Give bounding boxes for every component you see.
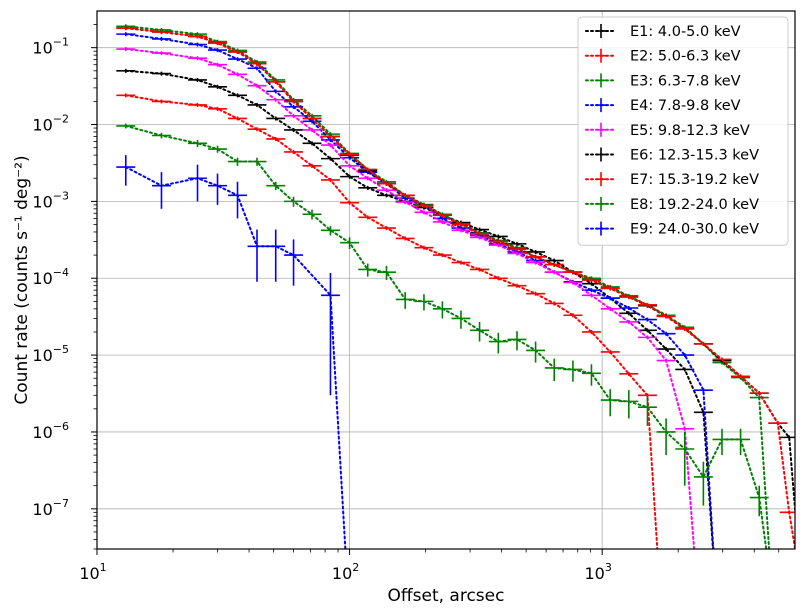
legend-label: E8: 19.2-24.0 keV: [630, 197, 759, 213]
x-tick-exponent: 2: [352, 561, 359, 574]
y-tick-exponent: −5: [53, 343, 69, 356]
y-tick-exponent: −4: [53, 266, 69, 279]
plot-frame: [96, 10, 796, 550]
legend-label: E1: 4.0-5.0 keV: [630, 24, 741, 40]
legend: E1: 4.0-5.0 keV E2: 5.0-6.3 keV E3: 6.3-7.…: [577, 16, 789, 246]
y-tick-exponent: −3: [53, 189, 69, 202]
series-line: [124, 124, 768, 549]
legend-label: E7: 15.3-19.2 keV: [630, 172, 759, 188]
series-5: [116, 47, 696, 549]
series-2: [116, 93, 659, 549]
series-line: [124, 166, 347, 549]
series-9: [116, 155, 347, 549]
y-tick-exponent: −7: [53, 497, 69, 510]
legend-label: E9: 24.0-30.0 keV: [630, 222, 759, 238]
y-tick-exponent: −1: [53, 36, 69, 49]
x-tick-exponent: 1: [100, 561, 107, 574]
x-tick-exponent: 3: [605, 561, 612, 574]
series-8: [116, 123, 769, 549]
y-axis-label: Count rate (counts s⁻¹ deg⁻²): [12, 155, 32, 404]
legend-label: E2: 5.0-6.3 keV: [630, 49, 741, 65]
legend-label: E6: 12.3-15.3 keV: [630, 148, 759, 164]
legend-label: E5: 9.8-12.3 keV: [630, 123, 750, 139]
legend-box: [577, 16, 789, 246]
series-line: [124, 94, 659, 549]
legend-label: E4: 7.8-9.8 keV: [630, 98, 741, 114]
legend-label: E3: 6.3-7.8 keV: [630, 73, 741, 89]
plot-area: [116, 24, 795, 549]
y-tick-exponent: −2: [53, 113, 69, 126]
series-7: [116, 26, 795, 549]
x-axis-label: Offset, arcsec: [388, 586, 505, 606]
y-tick-exponent: −6: [53, 420, 69, 433]
series-line: [124, 48, 696, 549]
series-line: [124, 27, 795, 549]
